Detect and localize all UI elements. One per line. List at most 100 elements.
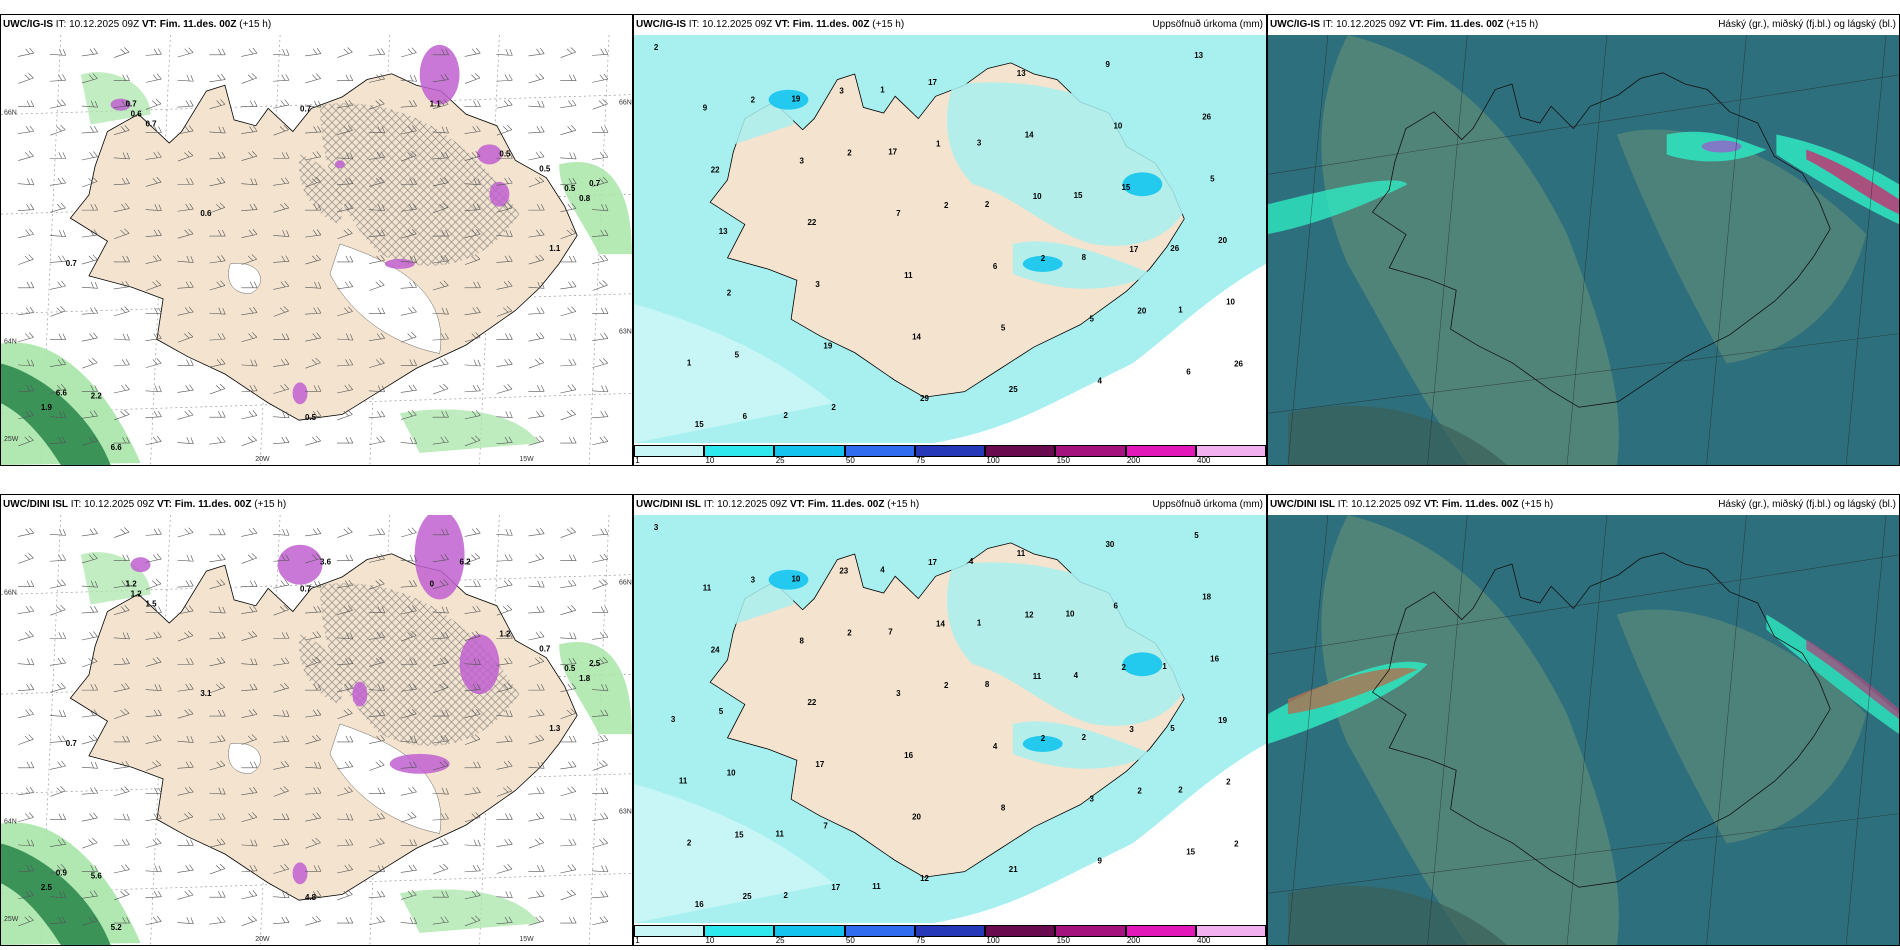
barb-flag bbox=[534, 178, 541, 184]
barb-shaft bbox=[50, 310, 66, 317]
wind-barb bbox=[49, 579, 66, 589]
barb-flag bbox=[381, 126, 386, 133]
init-time: IT: 10.12.2025 09Z bbox=[703, 499, 788, 510]
barb-flag bbox=[61, 358, 66, 365]
wind-barb bbox=[305, 332, 322, 342]
barb-flag bbox=[249, 683, 254, 691]
barb-flag bbox=[158, 787, 162, 794]
precip-value-label: 2 bbox=[751, 96, 756, 105]
barb-flag bbox=[62, 152, 67, 159]
barb-shaft bbox=[18, 77, 34, 84]
barb-flag bbox=[217, 152, 222, 159]
wind-barb bbox=[18, 73, 34, 84]
barb-flag bbox=[184, 333, 190, 339]
barb-flag bbox=[88, 658, 94, 664]
latitude-label: 63N bbox=[619, 329, 632, 336]
precip-map-svg: 3322222252314113215171712219107121161651… bbox=[634, 515, 1266, 923]
wind-barb bbox=[18, 812, 34, 823]
barb-shaft bbox=[177, 208, 194, 212]
barb-shaft bbox=[464, 390, 481, 393]
barb-flag bbox=[57, 761, 62, 768]
barb-flag bbox=[286, 411, 290, 418]
precip-value-label: 5 bbox=[1090, 315, 1095, 324]
barb-flag bbox=[252, 812, 258, 818]
barb-flag bbox=[568, 436, 573, 444]
barb-flag bbox=[603, 734, 609, 741]
barb-shaft bbox=[18, 817, 34, 823]
barb-shaft bbox=[592, 416, 609, 419]
barb-flag bbox=[409, 359, 413, 366]
barb-flag bbox=[600, 333, 605, 340]
iceland-outline bbox=[1371, 72, 1831, 408]
barb-shaft bbox=[305, 636, 321, 641]
barb-flag bbox=[348, 579, 354, 586]
barb-shaft bbox=[528, 440, 545, 446]
barb-shaft bbox=[528, 312, 545, 315]
barb-flag bbox=[126, 436, 130, 444]
barb-flag bbox=[155, 280, 162, 286]
barb-flag bbox=[315, 254, 321, 260]
barb-shaft bbox=[145, 53, 162, 56]
barb-flag bbox=[343, 891, 349, 897]
barb-flag bbox=[471, 152, 477, 158]
barb-shaft bbox=[432, 611, 449, 614]
barb-flag bbox=[252, 410, 258, 416]
wind-barb bbox=[496, 604, 513, 616]
wind-barb bbox=[400, 917, 417, 924]
barb-shaft bbox=[18, 714, 34, 718]
wind-barb bbox=[50, 864, 66, 874]
barb-flag bbox=[186, 359, 190, 366]
barb-flag bbox=[30, 580, 35, 587]
barb-flag bbox=[90, 761, 94, 769]
wind-barb bbox=[432, 411, 449, 418]
precip-value-label: 20 bbox=[1218, 236, 1227, 245]
barb-shaft bbox=[496, 285, 513, 290]
barb-flag bbox=[249, 865, 254, 872]
wind-barb bbox=[273, 411, 290, 419]
barb-flag bbox=[540, 126, 545, 133]
barb-shaft bbox=[81, 611, 98, 614]
wind-barb bbox=[560, 708, 576, 720]
barb-flag bbox=[153, 436, 158, 443]
wind-value-label: 1.8 bbox=[579, 674, 591, 683]
barb-flag bbox=[316, 812, 322, 819]
wind-barb bbox=[177, 658, 194, 665]
wind-barb bbox=[464, 332, 481, 343]
wind-barb bbox=[305, 385, 322, 392]
barb-shaft bbox=[496, 922, 513, 924]
barb-shaft bbox=[336, 585, 353, 588]
barb-flag bbox=[407, 890, 413, 897]
barb-flag bbox=[184, 48, 190, 54]
wind-barb bbox=[177, 554, 194, 562]
barb-flag bbox=[572, 281, 577, 287]
barb-shaft bbox=[113, 105, 130, 108]
barb-flag bbox=[249, 787, 254, 794]
barb-flag bbox=[184, 410, 190, 417]
convective-cell bbox=[130, 557, 151, 573]
wind-barb bbox=[145, 73, 162, 83]
barb-flag bbox=[408, 683, 413, 690]
barb-flag bbox=[247, 74, 254, 80]
barb-flag bbox=[379, 280, 385, 286]
wind-barb bbox=[496, 230, 513, 237]
barb-flag bbox=[313, 126, 318, 133]
barb-shaft bbox=[177, 286, 194, 289]
barb-flag bbox=[249, 281, 254, 288]
barb-flag bbox=[251, 435, 257, 441]
wind-barb bbox=[496, 436, 513, 444]
barb-shaft bbox=[113, 286, 130, 290]
wind-value-label: 2.5 bbox=[589, 659, 601, 668]
barb-flag bbox=[407, 333, 413, 339]
barb-flag bbox=[60, 682, 66, 689]
wind-barb bbox=[209, 151, 226, 160]
wind-barb bbox=[114, 409, 130, 421]
barb-shaft bbox=[209, 157, 226, 160]
wind-barb bbox=[464, 125, 481, 134]
barb-flag bbox=[57, 359, 63, 366]
wind-barb bbox=[337, 605, 353, 615]
wind-barb bbox=[241, 47, 258, 57]
precip-value-label: 6 bbox=[1186, 367, 1191, 376]
barb-shaft bbox=[177, 336, 194, 343]
wind-barb bbox=[560, 916, 577, 924]
hatch-area bbox=[299, 634, 343, 705]
